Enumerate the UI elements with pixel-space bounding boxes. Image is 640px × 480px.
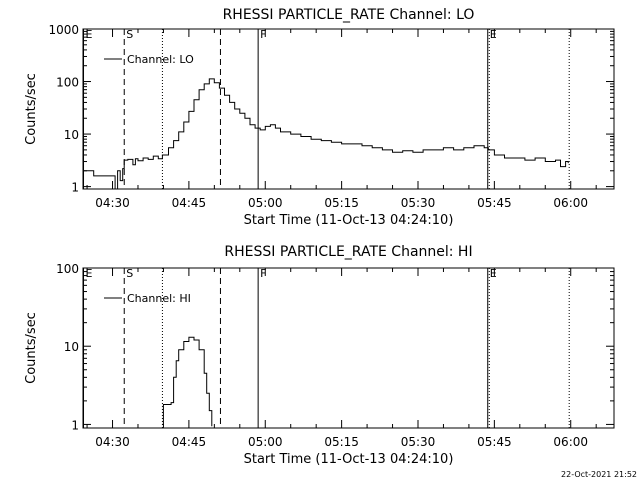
- footer-timestamp: 22-Oct-2021 21:52: [561, 470, 637, 479]
- x-axis-label: Start Time (11-Oct-13 04:24:10): [244, 452, 454, 467]
- event-marker-label: S: [126, 267, 133, 280]
- event-marker-label: E: [490, 267, 497, 280]
- x-tick-label: 04:30: [95, 196, 130, 210]
- x-tick-label: 06:00: [553, 196, 588, 210]
- chart-panel-lo: RHESSI PARTICLE_RATE Channel: LO 04:30 04:…: [24, 7, 615, 228]
- chart-title: RHESSI PARTICLE_RATE Channel: HI: [224, 244, 472, 260]
- x-axis-label: Start Time (11-Oct-13 04:24:10): [244, 213, 454, 228]
- x-tick-label: 04:45: [172, 435, 207, 449]
- x-tick-label: 05:45: [477, 435, 512, 449]
- x-tick-label: 05:00: [248, 435, 283, 449]
- y-tick-label: 100: [56, 76, 79, 90]
- event-marker-label: F: [260, 28, 266, 41]
- event-marker-label: F: [260, 267, 266, 280]
- series-line: [83, 78, 569, 190]
- y-axis-label: Counts/sec: [24, 312, 39, 384]
- y-tick-label: 10: [64, 340, 79, 354]
- y-tick-label: 10: [64, 128, 79, 142]
- chart-title: RHESSI PARTICLE_RATE Channel: LO: [223, 7, 475, 23]
- x-tick-label: 06:00: [553, 435, 588, 449]
- x-tick-label: 05:30: [401, 435, 436, 449]
- event-marker-label: E: [490, 28, 497, 41]
- x-tick-label: 04:30: [95, 435, 130, 449]
- y-tick-label: 100: [56, 262, 79, 276]
- chart-panel-hi: RHESSI PARTICLE_RATE Channel: HI 04:30 04:…: [24, 244, 615, 467]
- event-marker-label: S: [126, 28, 133, 41]
- series-line: [162, 336, 213, 427]
- y-tick-label: 1000: [48, 23, 79, 37]
- y-tick-label: 1: [71, 181, 79, 195]
- y-tick-label: 1: [71, 418, 79, 432]
- legend-label: Channel: LO: [127, 53, 194, 66]
- x-tick-label: 04:45: [172, 196, 207, 210]
- legend-label: Channel: HI: [127, 292, 191, 305]
- x-tick-label: 05:15: [324, 196, 359, 210]
- y-axis-label: Counts/sec: [24, 73, 39, 145]
- plot-frame: [82, 267, 615, 429]
- event-marker-label: E: [86, 28, 93, 41]
- x-tick-label: 05:45: [477, 196, 512, 210]
- x-tick-label: 05:30: [401, 196, 436, 210]
- event-marker-label: E: [86, 267, 93, 280]
- x-tick-label: 05:15: [324, 435, 359, 449]
- x-tick-label: 05:00: [248, 196, 283, 210]
